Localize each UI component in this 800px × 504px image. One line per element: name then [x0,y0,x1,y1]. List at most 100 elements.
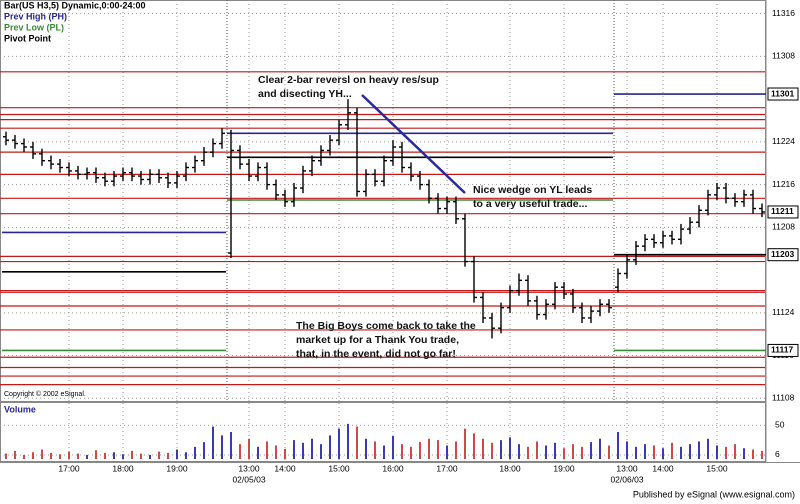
volume-bar [311,438,313,459]
volume-bar [761,450,763,459]
volume-bar [446,445,448,459]
volume-bar [104,452,106,459]
x-tick-label: 14:00 [274,463,296,473]
volume-bar [122,454,124,459]
volume-bar [437,440,439,459]
level-label-box [767,205,799,219]
volume-bar [347,423,349,459]
volume-bar [23,454,25,459]
y-tick-label: 11224 [772,136,795,146]
volume-bar [527,446,529,459]
volume-tick-label: 6 [775,449,780,459]
volume-bar [680,446,682,459]
volume-bar [410,446,412,459]
level-label: 11203 [771,249,794,259]
volume-bar [716,445,718,459]
x-tick-label: 13:00 [238,463,260,473]
date-label: 02/05/03 [232,474,265,484]
volume-bar [257,446,259,459]
volume-bar [266,441,268,459]
volume-bar [149,454,151,459]
volume-bar [473,433,475,459]
volume-bar [536,441,538,459]
chart-title: Bar(US H3,5) Dynamic,0:00-24:00 [4,0,146,10]
plot: 1131611308112241121611208111241111611108… [0,0,799,484]
legend-entry: Pivot Point [4,33,51,43]
volume-bar [365,438,367,459]
volume-bar [653,445,655,459]
volume-bar [392,436,394,459]
volume-bar [617,432,619,459]
annotation: that, in the event, did not go far! [296,348,456,360]
volume-bar [185,452,187,459]
x-tick-label: 17:00 [436,463,458,473]
volume-bar [689,444,691,459]
volume-bar [338,428,340,459]
annotation: Clear 2-bar reversl on heavy res/sup [258,74,439,86]
volume-bar [698,441,700,459]
volume-bar [482,438,484,459]
x-tick-label: 19:00 [166,463,188,473]
volume-bar [428,438,430,459]
volume-bar [158,451,160,459]
volume-bar [743,448,745,459]
level-label: 11211 [771,206,794,216]
x-tick-label: 18:00 [112,463,134,473]
volume-bar [590,442,592,459]
volume-bar [707,438,709,459]
volume-bar [77,453,79,459]
x-tick-label: 15:00 [328,463,350,473]
volume-bar [32,452,34,459]
volume-bar [203,442,205,459]
y-tick-label: 11108 [772,393,795,403]
annotation: Nice wedge on YL leads [473,184,592,196]
volume-bar [644,444,646,459]
level-label-box [767,87,799,101]
volume-bar [329,435,331,459]
volume-bar [374,441,376,459]
volume-bar [68,451,70,459]
annotation: The Big Boys come back to take the [296,320,476,332]
annotation: and disecting YH... [258,88,352,100]
volume-bar [464,428,466,459]
volume-bar [554,442,556,459]
volume-bar [59,454,61,459]
volume-bar [671,442,673,459]
volume-title: Volume [4,404,36,414]
volume-bar [662,448,664,459]
volume-bar [230,432,232,459]
volume-bar [626,441,628,459]
volume-bar [608,445,610,459]
y-tick-label: 11308 [772,51,795,61]
volume-bar [131,450,133,459]
volume-bar [725,446,727,459]
volume-bar [491,442,493,459]
volume-bar [212,426,214,459]
level-label-box [767,343,799,357]
x-tick-label: 15:00 [706,463,728,473]
volume-bar [455,441,457,459]
volume-bar [572,444,574,459]
annotation: market up for a Thank You trade, [296,334,459,346]
x-tick-label: 19:00 [553,463,575,473]
volume-bar [518,444,520,459]
volume-bar [302,442,304,459]
volume-bar [401,444,403,459]
trend-line [361,94,466,194]
volume-bar [176,449,178,459]
volume-bar [356,426,358,459]
volume-bar [383,445,385,459]
volume-bar [563,448,565,459]
y-tick-label: 11124 [772,307,795,317]
volume-bar [95,450,97,459]
volume-bar [419,442,421,459]
y-tick-label: 11316 [772,8,795,18]
volume-bar [86,454,88,459]
volume-bar [734,444,736,459]
y-tick-label: 11208 [772,222,795,232]
y-tick-label: 11216 [772,179,795,189]
x-tick-label: 18:00 [499,463,521,473]
volume-bar [500,440,502,459]
